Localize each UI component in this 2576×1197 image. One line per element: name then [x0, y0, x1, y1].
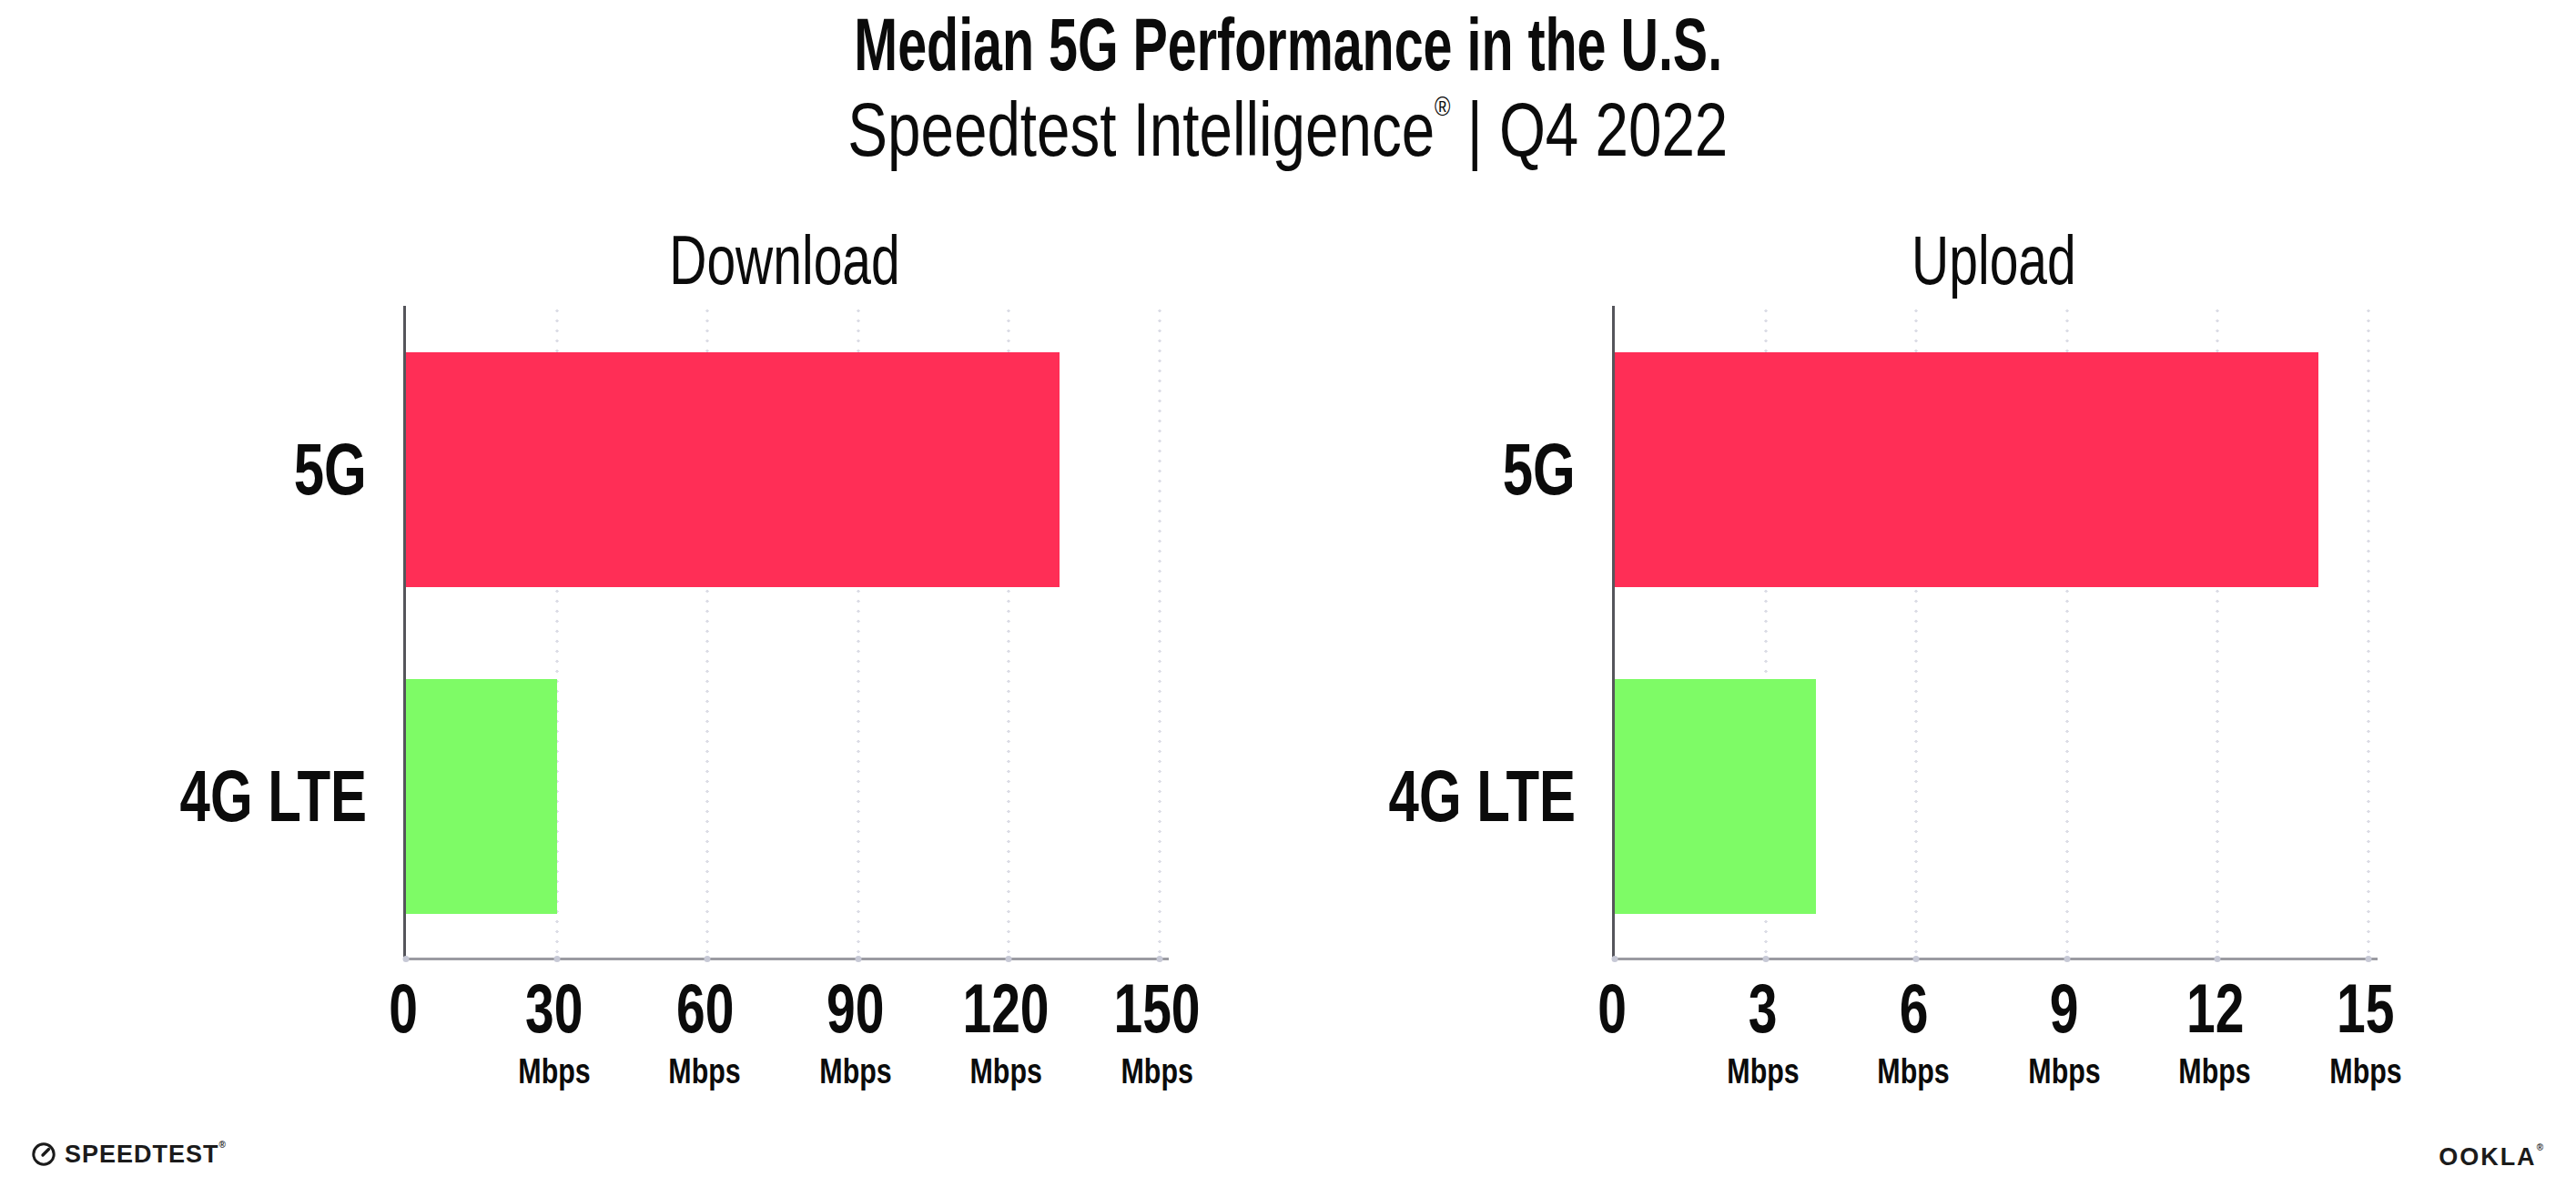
x-tick-label: 15 [2337, 974, 2394, 1043]
x-tick-unit: Mbps [1727, 1054, 1799, 1089]
axis-tick-dot [705, 956, 711, 962]
x-tick: 30 Mbps [509, 974, 599, 1089]
x-tick: 6 Mbps [1869, 974, 1959, 1089]
upload-chart-title-row: Upload [1612, 226, 2375, 295]
x-tick: 0 [1593, 974, 1631, 1043]
x-tick-unit: Mbps [1877, 1054, 1949, 1089]
x-tick-unit: Mbps [2329, 1054, 2401, 1089]
x-tick-label: 3 [1749, 974, 1778, 1043]
x-tick-unit: Mbps [668, 1054, 740, 1089]
axis-tick-dot [2215, 956, 2221, 962]
header: Median 5G Performance in the U.S. [0, 5, 2576, 84]
gridline [2367, 306, 2370, 958]
axis-tick-dot [1612, 956, 1618, 962]
speedtest-registered-mark: ® [219, 1140, 227, 1150]
x-tick-label: 9 [2050, 974, 2079, 1043]
speedtest-wordmark: SPEEDTEST® [65, 1142, 227, 1167]
x-tick: 9 Mbps [2019, 974, 2109, 1089]
speedtest-logo: SPEEDTEST® [31, 1141, 227, 1167]
upload-x-axis-ticks: 03Mbps6Mbps9Mbps12Mbps15Mbps [1612, 974, 2375, 1129]
bar-5g [406, 352, 1060, 587]
bar-4g-lte [406, 679, 557, 914]
axis-tick-dot [1762, 956, 1769, 962]
registered-mark: ® [1435, 91, 1450, 121]
subtitle-brand: Speedtest Intelligence [848, 86, 1435, 172]
category-label-4g-lte: 4G LTE [179, 760, 367, 833]
x-tick: 90 Mbps [810, 974, 900, 1089]
x-tick-label: 150 [1113, 974, 1200, 1043]
x-tick-label: 6 [1899, 974, 1928, 1043]
category-label-5g: 5G [1503, 433, 1576, 506]
category-label-4g-lte: 4G LTE [1388, 760, 1576, 833]
gridline [1158, 306, 1161, 958]
download-chart: Download 5G4G LTE 030Mbps60Mbps90Mbps120… [109, 218, 1166, 1138]
x-tick: 12 Mbps [2170, 974, 2260, 1089]
download-chart-title-row: Download [403, 226, 1166, 295]
ookla-registered-mark: ® [2537, 1142, 2545, 1152]
x-tick: 15 Mbps [2320, 974, 2410, 1089]
x-tick-label: 90 [827, 974, 884, 1043]
download-plot-area [403, 306, 1169, 960]
x-tick-unit: Mbps [2028, 1054, 2100, 1089]
axis-tick-dot [403, 956, 410, 962]
page-subtitle: Speedtest Intelligence® | Q4 2022 [848, 89, 1729, 169]
axis-tick-dot [2064, 956, 2070, 962]
x-tick-label: 60 [675, 974, 733, 1043]
x-tick-label: 30 [525, 974, 583, 1043]
x-tick-unit: Mbps [2179, 1054, 2251, 1089]
x-tick-unit: Mbps [518, 1054, 590, 1089]
axis-tick-dot [553, 956, 560, 962]
bar-4g-lte [1615, 679, 1816, 914]
axis-tick-dot [1156, 956, 1162, 962]
x-tick-label: 12 [2186, 974, 2244, 1043]
axis-tick-dot [2365, 956, 2371, 962]
upload-plot-area [1612, 306, 2378, 960]
upload-chart-title: Upload [1912, 226, 2076, 295]
download-x-axis-ticks: 030Mbps60Mbps90Mbps120Mbps150Mbps [403, 974, 1166, 1129]
download-chart-title: Download [669, 226, 900, 295]
speedtest-label: SPEEDTEST [65, 1141, 219, 1168]
bar-5g [1615, 352, 2318, 587]
x-tick: 60 Mbps [660, 974, 750, 1089]
axis-tick-dot [1006, 956, 1012, 962]
upload-category-labels: 5G 4G LTE [1318, 306, 1576, 958]
subtitle-wrap: Speedtest Intelligence® | Q4 2022 [0, 89, 2576, 169]
subtitle-period: | Q4 2022 [1451, 86, 1729, 172]
ookla-logo: OOKLA® [2439, 1145, 2545, 1170]
upload-chart: Upload 5G4G LTE 03Mbps6Mbps9Mbps12Mbps15… [1318, 218, 2375, 1138]
ookla-wordmark: OOKLA [2439, 1143, 2537, 1171]
x-tick: 120 Mbps [948, 974, 1064, 1089]
x-tick-unit: Mbps [819, 1054, 891, 1089]
speedtest-gauge-icon [31, 1141, 56, 1167]
download-category-labels: 5G 4G LTE [109, 306, 367, 958]
axis-tick-dot [855, 956, 861, 962]
x-tick-unit: Mbps [1121, 1054, 1192, 1089]
x-tick: 150 Mbps [1100, 974, 1215, 1089]
x-tick-label: 0 [389, 974, 418, 1043]
axis-tick-dot [1913, 956, 1920, 962]
x-tick-label: 0 [1597, 974, 1627, 1043]
category-label-5g: 5G [294, 433, 367, 506]
x-tick-label: 120 [963, 974, 1050, 1043]
x-tick: 0 [384, 974, 422, 1043]
page: Median 5G Performance in the U.S. Speedt… [0, 0, 2576, 1197]
page-title: Median 5G Performance in the U.S. [854, 5, 1722, 84]
x-tick-unit: Mbps [970, 1054, 1042, 1089]
x-tick: 3 Mbps [1718, 974, 1808, 1089]
